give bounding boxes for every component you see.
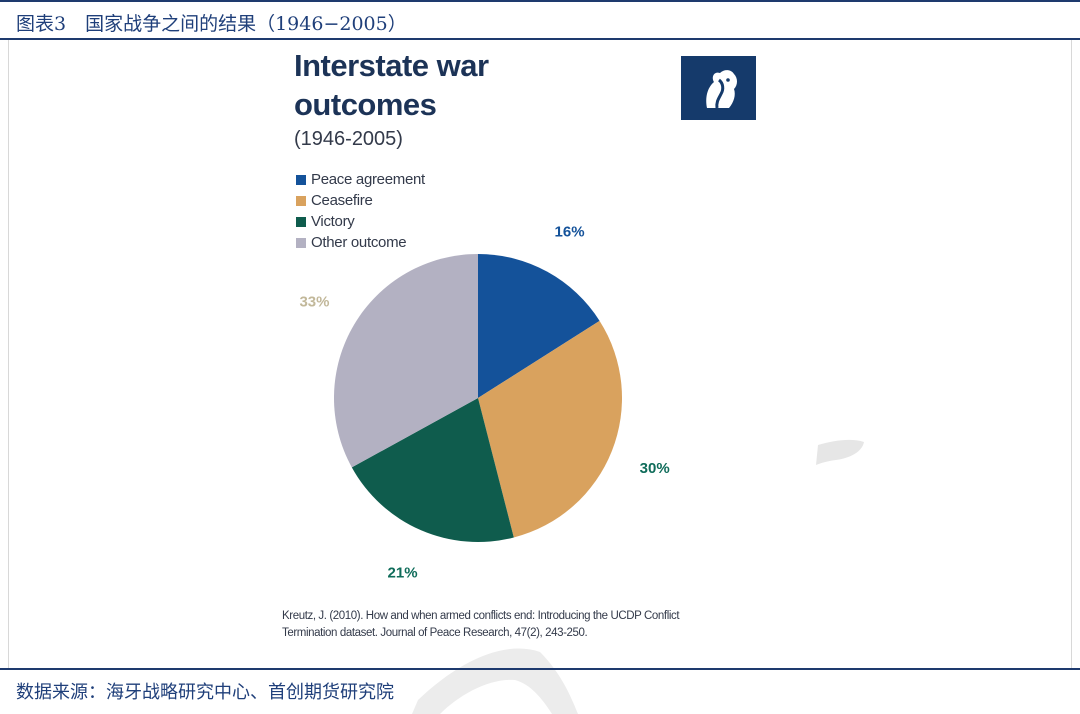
pie-slice-label: 21% <box>388 564 418 581</box>
pie-slice-label: 16% <box>555 224 585 241</box>
horse-head-icon <box>706 70 737 109</box>
legend-swatch <box>296 237 306 248</box>
report-footer: 数据来源：海牙战略研究中心、首创期货研究院 <box>0 668 1080 714</box>
chart-legend: Peace agreement Ceasefire Victory Other out… <box>296 169 425 253</box>
chart-source-citation: Kreutz, J. (2010). How and when armed co… <box>282 608 680 642</box>
legend-label: Victory <box>311 213 355 230</box>
report-header: 图表3 国家战争之间的结果（1946−2005） <box>0 0 1080 40</box>
chart-title-line2: outcomes <box>294 87 437 122</box>
chart-subtitle: (1946-2005) <box>294 128 403 150</box>
legend-label: Peace agreement <box>311 171 425 188</box>
chart-source-line2: Termination dataset. Journal of Peace Re… <box>282 627 588 639</box>
legend-label: Other outcome <box>311 234 407 251</box>
legend-item: Other outcome <box>296 232 425 253</box>
hague-centre-logo <box>681 56 756 120</box>
pie-slice <box>478 320 622 538</box>
pie-slice <box>333 254 478 468</box>
pie-slice-label: 30% <box>640 460 670 477</box>
figure-frame <box>8 40 1072 668</box>
chart-title-line1: Interstate war <box>294 48 489 83</box>
legend-label: Ceasefire <box>311 192 373 209</box>
legend-swatch <box>296 195 306 206</box>
pie-slice-label: 33% <box>299 293 329 310</box>
data-source-note: 数据来源：海牙战略研究中心、首创期货研究院 <box>16 682 394 703</box>
legend-swatch <box>296 216 306 227</box>
figure-caption: 图表3 国家战争之间的结果（1946−2005） <box>16 13 407 35</box>
legend-item: Victory <box>296 211 425 232</box>
chart-title: Interstate war outcomes <box>294 46 489 124</box>
pie-slice <box>351 398 514 542</box>
chart-source-line1: Kreutz, J. (2010). How and when armed co… <box>282 610 680 622</box>
pie-slice <box>478 254 600 398</box>
legend-swatch <box>296 174 306 185</box>
legend-item: Peace agreement <box>296 169 425 190</box>
legend-item: Ceasefire <box>296 190 425 211</box>
